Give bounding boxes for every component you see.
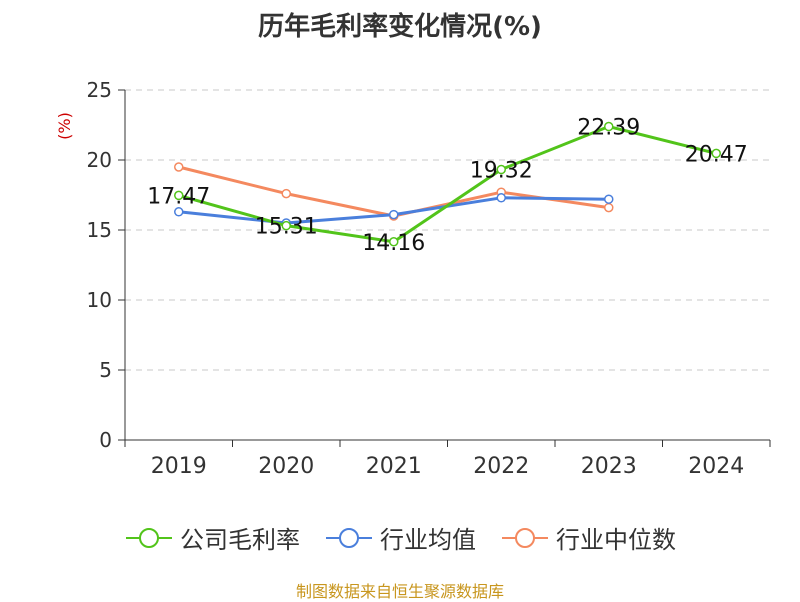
legend-symbol	[126, 527, 172, 548]
x-tick-label: 2020	[258, 454, 314, 479]
data-label: 17.47	[147, 184, 210, 209]
x-tick-label: 2021	[366, 454, 422, 479]
y-tick-label: 15	[87, 218, 112, 242]
data-point	[389, 209, 399, 220]
data-labels: 17.47 15.31 14.16 19.32 22.39 20.47	[147, 116, 747, 256]
y-axis-label: (%)	[55, 112, 74, 140]
legend-item[interactable]: 行业均值	[324, 520, 476, 555]
x-tick-label: 2024	[688, 454, 744, 479]
legend-marker	[339, 527, 359, 548]
legend-marker	[515, 527, 535, 548]
data-point	[496, 193, 506, 203]
legend-label: 行业中位数	[556, 526, 676, 554]
data-point	[389, 237, 399, 247]
y-tick-label: 25	[87, 78, 112, 102]
data-label: 19.32	[470, 159, 533, 184]
series-line	[178, 165, 609, 218]
data-point	[174, 207, 184, 217]
data-point	[604, 194, 614, 204]
legend-label: 公司毛利率	[180, 526, 300, 554]
data-label: 22.39	[577, 116, 640, 141]
data-point	[496, 164, 506, 175]
data-point	[174, 162, 184, 172]
legend-symbol	[326, 527, 372, 548]
series-lines	[174, 121, 721, 247]
x-tick-label: 2023	[581, 454, 637, 479]
data-label: 20.47	[685, 142, 748, 167]
data-label: 14.16	[362, 231, 425, 256]
legend-item[interactable]: 行业中位数	[500, 520, 676, 555]
y-tick-label: 10	[87, 288, 112, 312]
data-point	[174, 190, 184, 201]
legend-label: 行业均值	[380, 526, 476, 554]
y-tick-label: 0	[99, 428, 112, 452]
legend: 公司毛利率 行业均值 行业中位数	[0, 520, 800, 555]
axes: 0 5 10 15 20 25 2019 2020 2021 2022 2023 2024 (%)	[55, 78, 771, 479]
data-label: 15.31	[255, 215, 318, 240]
source-note: 制图数据来自恒生聚源数据库	[295, 582, 504, 601]
data-point	[604, 202, 614, 213]
x-tick-label: 2019	[151, 454, 207, 479]
x-tick-label: 2022	[473, 454, 529, 479]
data-point	[281, 220, 291, 231]
y-tick-label: 5	[99, 358, 112, 382]
legend-marker	[139, 527, 159, 548]
legend-item[interactable]: 公司毛利率	[124, 520, 300, 555]
data-point	[281, 188, 291, 199]
data-point	[711, 148, 721, 159]
y-tick-label: 20	[87, 148, 112, 172]
series-line	[178, 125, 717, 244]
legend-symbol	[502, 527, 548, 548]
chart-title: 历年毛利率变化情况(%)	[258, 12, 542, 42]
data-point	[604, 121, 614, 132]
grid-lines	[125, 89, 770, 371]
